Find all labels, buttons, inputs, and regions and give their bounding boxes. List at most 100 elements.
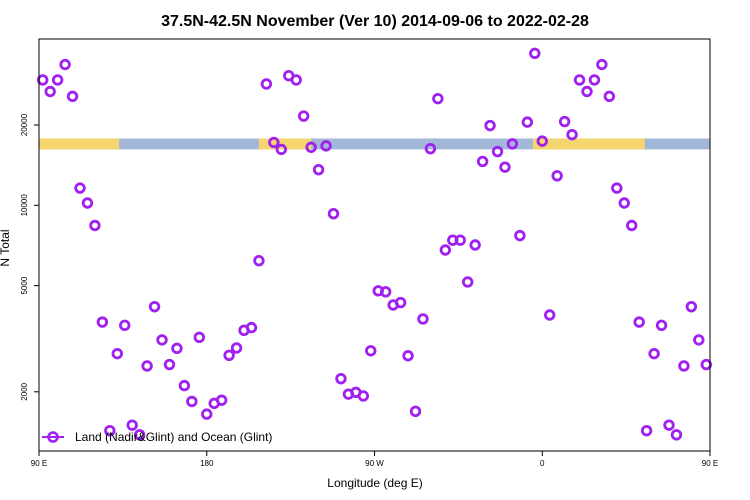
data-point [357, 390, 370, 402]
chart-title: 37.5N-42.5N November (Ver 10) 2014-09-06… [161, 13, 589, 30]
data-point [439, 244, 452, 256]
data-points [37, 47, 712, 441]
y-axis-label: N Total [0, 229, 12, 266]
y-tick-label: 20000 [20, 113, 29, 136]
data-point [521, 116, 534, 128]
data-point [51, 74, 64, 86]
data-point [66, 90, 79, 103]
data-point [566, 128, 578, 141]
data-point [44, 85, 56, 98]
data-point [491, 145, 504, 158]
data-point [126, 419, 138, 431]
data-point [275, 143, 288, 156]
data-point [96, 316, 109, 328]
data-point [245, 321, 258, 334]
data-point [133, 429, 146, 441]
y-tick-label: 2000 [20, 382, 29, 400]
data-point [215, 394, 228, 406]
data-point [268, 136, 280, 149]
data-point [111, 347, 123, 360]
data-point [379, 286, 392, 298]
data-point [484, 119, 496, 132]
data-point [506, 138, 519, 150]
data-point [193, 331, 205, 344]
data-point [663, 419, 675, 431]
data-point [37, 74, 49, 86]
data-point [119, 319, 131, 332]
data-point [581, 85, 593, 98]
data-point [74, 182, 86, 194]
data-point [648, 347, 660, 360]
data-point [670, 429, 683, 441]
data-point [365, 345, 377, 357]
y-tick-label: 10000 [20, 194, 29, 217]
data-point [678, 360, 690, 372]
data-point [402, 350, 414, 362]
x-tick-label: 90 E [702, 459, 718, 468]
data-point [297, 110, 310, 122]
data-point [104, 424, 116, 437]
data-point [544, 309, 556, 321]
data-point [424, 142, 437, 155]
x-tick-label: 90 W [365, 459, 384, 468]
data-point [499, 161, 511, 173]
data-point [551, 170, 563, 182]
data-point [201, 408, 213, 420]
land-band-segment [258, 138, 312, 150]
plot-frame [38, 38, 711, 452]
data-point [230, 342, 243, 354]
data-point [253, 254, 265, 267]
x-tick-label: 180 [200, 459, 214, 468]
data-point [640, 424, 653, 437]
land-band-segment [532, 138, 645, 150]
data-point [655, 319, 668, 332]
x-tick-label: 90 E [31, 459, 47, 468]
data-point [432, 92, 444, 105]
data-point [611, 182, 623, 194]
data-point [514, 229, 526, 242]
data-point [536, 135, 548, 147]
legend-marker [47, 431, 59, 443]
ocean-band [39, 138, 710, 150]
x-axis-label: Longitude (deg E) [327, 476, 422, 490]
data-point [320, 140, 332, 152]
data-point [81, 197, 94, 209]
data-point [461, 276, 474, 288]
data-point [626, 219, 638, 232]
surface-band [39, 138, 710, 150]
data-point [454, 234, 466, 246]
data-point [603, 90, 616, 103]
land-band-segment [39, 138, 120, 150]
legend-entry-label: Land (Nadir&Glint) and Ocean (Glint) [75, 430, 272, 444]
data-point [260, 78, 273, 90]
data-point [59, 58, 71, 71]
data-point [156, 334, 168, 346]
axes: 90 E 180 90 W 0 90 E 2000 5000 10000 20000 [20, 113, 718, 468]
data-point [394, 296, 407, 309]
data-point [596, 58, 608, 71]
data-point [141, 360, 153, 372]
data-point [312, 163, 325, 176]
data-point [335, 372, 347, 385]
x-tick-label: 0 [540, 459, 545, 468]
data-point [588, 74, 601, 86]
data-point [558, 115, 571, 128]
data-point [290, 74, 302, 86]
data-point [417, 313, 429, 325]
data-point [700, 358, 712, 371]
data-point [163, 358, 176, 371]
y-tick-label: 5000 [20, 276, 29, 294]
data-point [223, 349, 235, 362]
data-point [573, 74, 586, 86]
data-point [327, 208, 340, 220]
data-point [469, 239, 481, 251]
data-point [618, 197, 630, 209]
data-point [409, 405, 422, 418]
data-point [178, 379, 191, 392]
data-point [685, 300, 698, 313]
data-point [529, 47, 541, 60]
legend: Land (Nadir&Glint) and Ocean (Glint) [42, 430, 272, 444]
data-point [186, 395, 198, 408]
